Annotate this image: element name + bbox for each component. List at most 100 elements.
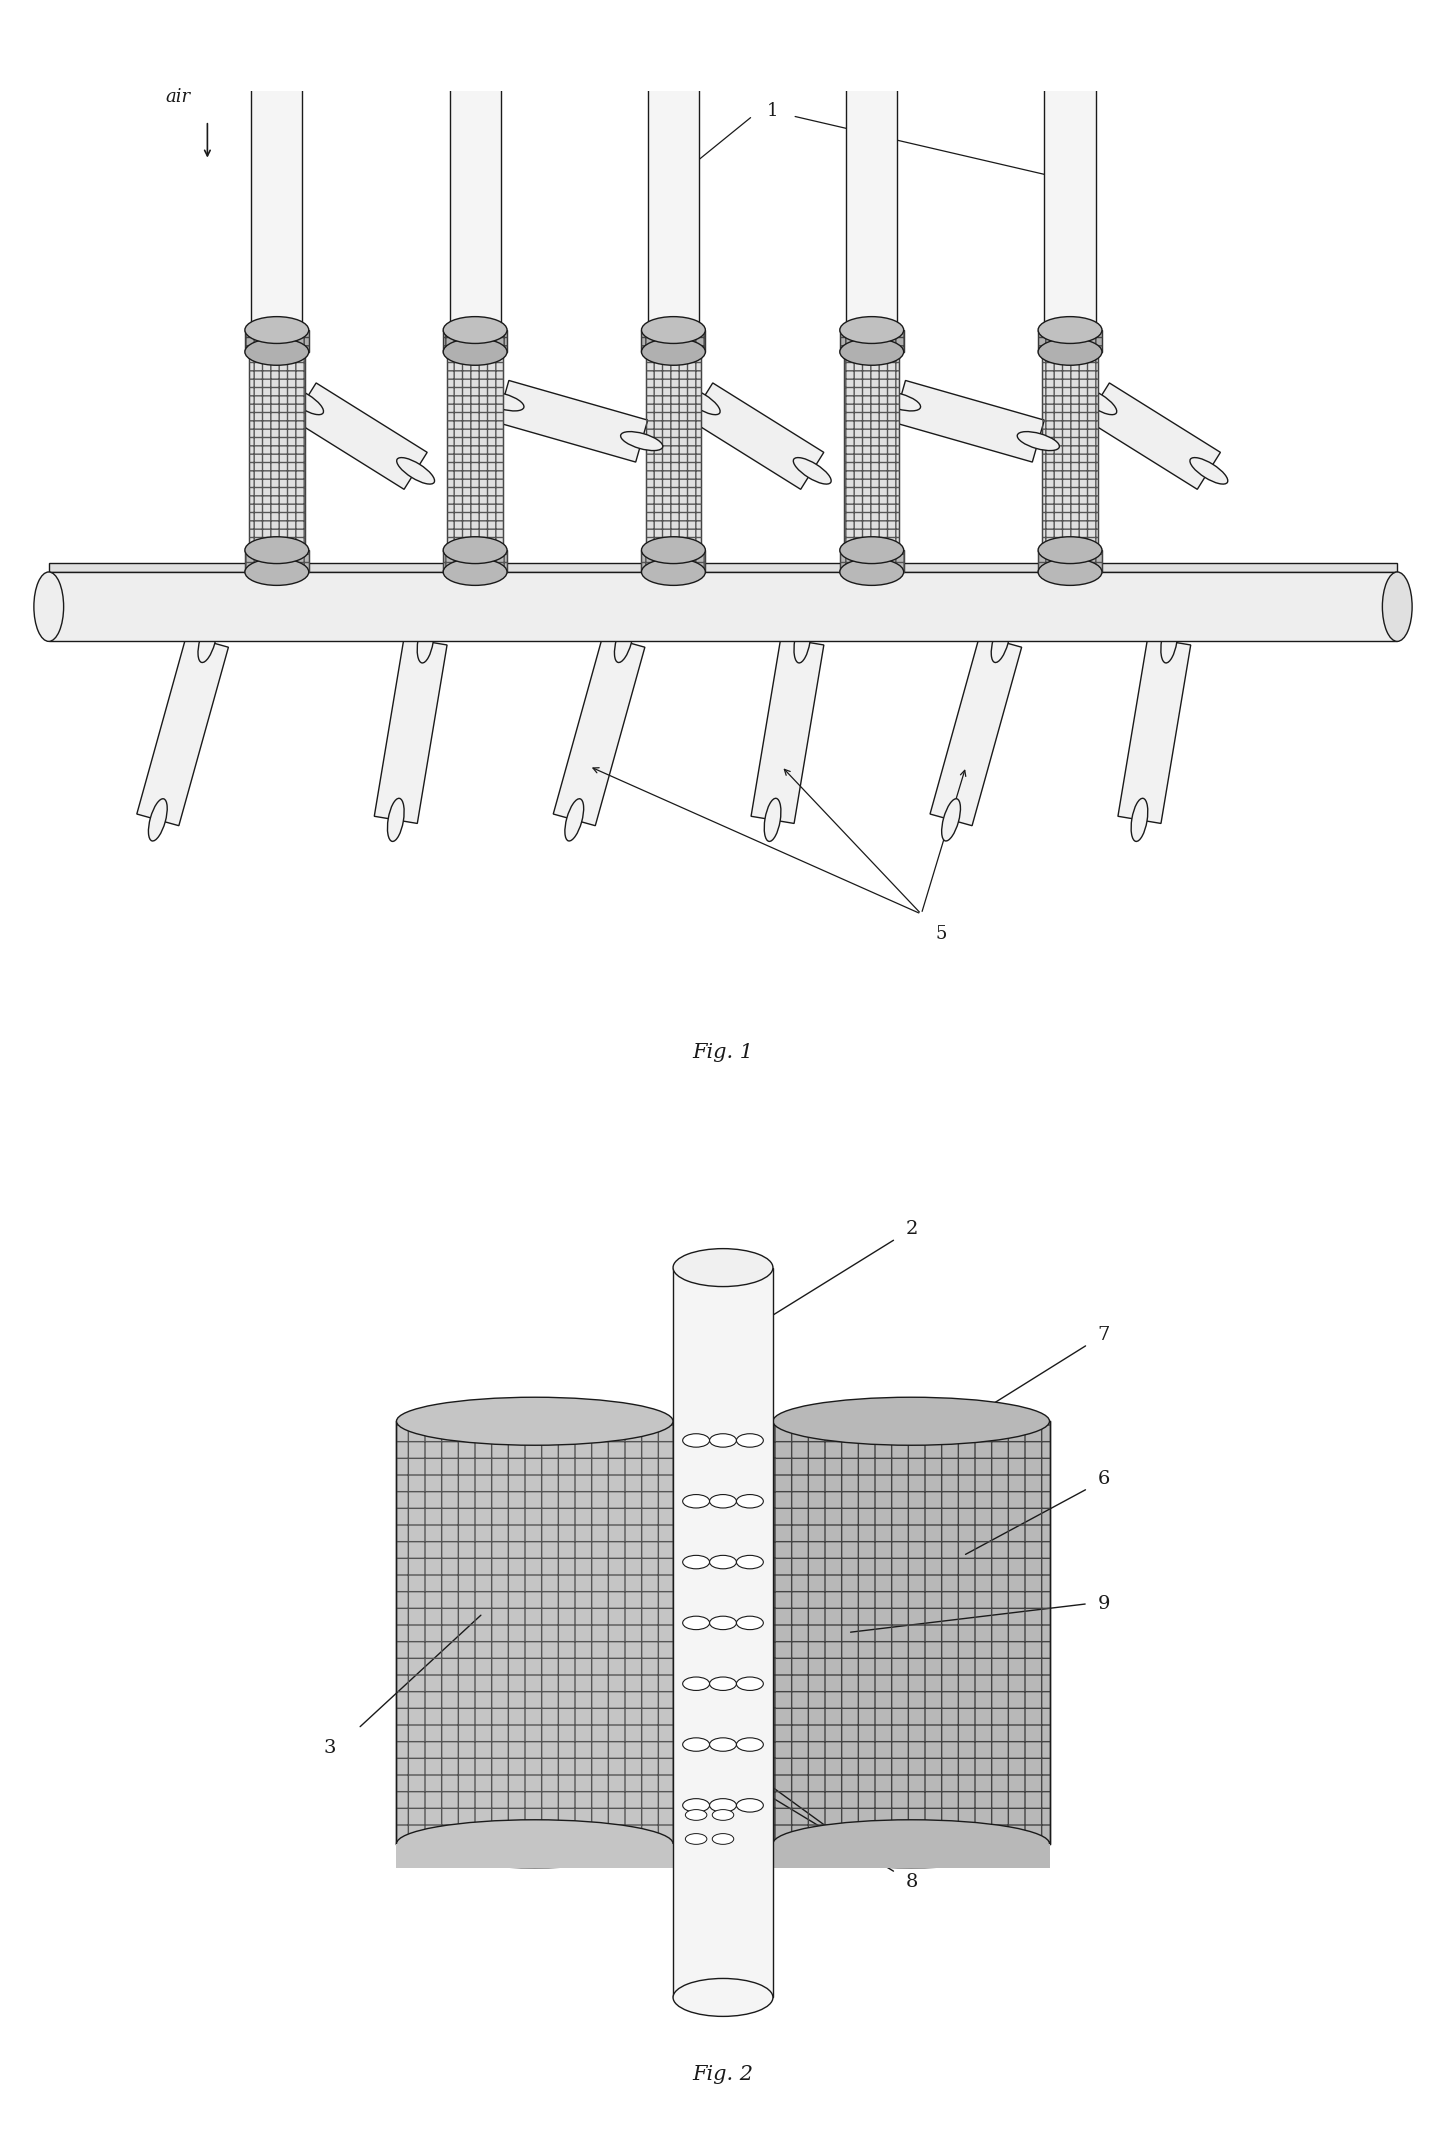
Ellipse shape: [620, 431, 662, 450]
Ellipse shape: [249, 339, 305, 363]
Ellipse shape: [672, 1248, 774, 1287]
Ellipse shape: [685, 1833, 707, 1844]
Ellipse shape: [1038, 339, 1102, 365]
Polygon shape: [774, 1421, 1050, 1844]
Ellipse shape: [1043, 339, 1098, 363]
Polygon shape: [396, 1844, 672, 1867]
Ellipse shape: [1190, 457, 1228, 484]
Ellipse shape: [683, 1556, 710, 1568]
Polygon shape: [252, 53, 302, 331]
Ellipse shape: [198, 621, 217, 662]
Polygon shape: [244, 551, 309, 572]
Ellipse shape: [442, 339, 508, 365]
Polygon shape: [1086, 382, 1220, 489]
Ellipse shape: [1161, 619, 1177, 664]
Polygon shape: [894, 380, 1044, 463]
Ellipse shape: [765, 798, 781, 841]
Polygon shape: [1044, 53, 1096, 331]
Polygon shape: [840, 551, 904, 572]
Polygon shape: [648, 53, 698, 331]
Ellipse shape: [450, 41, 500, 64]
Ellipse shape: [442, 559, 508, 585]
Polygon shape: [442, 551, 508, 572]
Polygon shape: [442, 331, 508, 352]
Ellipse shape: [565, 798, 584, 841]
Polygon shape: [930, 636, 1022, 826]
Ellipse shape: [1038, 538, 1102, 563]
Text: 6: 6: [1098, 1470, 1111, 1487]
Polygon shape: [450, 53, 500, 331]
Polygon shape: [447, 352, 503, 551]
Ellipse shape: [149, 798, 168, 841]
Polygon shape: [646, 352, 701, 551]
Polygon shape: [554, 636, 645, 826]
Polygon shape: [690, 382, 824, 489]
Ellipse shape: [840, 559, 904, 585]
Ellipse shape: [683, 1615, 710, 1630]
Ellipse shape: [736, 1615, 763, 1630]
Ellipse shape: [683, 388, 720, 414]
Text: 9: 9: [1098, 1594, 1111, 1613]
Ellipse shape: [710, 1615, 736, 1630]
Ellipse shape: [710, 1556, 736, 1568]
Ellipse shape: [244, 538, 309, 563]
Ellipse shape: [672, 1978, 774, 2017]
Ellipse shape: [844, 339, 899, 363]
Polygon shape: [672, 1268, 774, 1997]
Ellipse shape: [713, 1810, 733, 1820]
Ellipse shape: [615, 621, 633, 662]
Ellipse shape: [418, 619, 434, 664]
Ellipse shape: [447, 538, 503, 561]
Ellipse shape: [396, 1820, 672, 1867]
Ellipse shape: [683, 1434, 710, 1447]
Ellipse shape: [710, 1799, 736, 1812]
Ellipse shape: [648, 320, 698, 341]
Ellipse shape: [736, 1556, 763, 1568]
Polygon shape: [774, 1844, 1050, 1867]
Ellipse shape: [1017, 431, 1060, 450]
Ellipse shape: [683, 1799, 710, 1812]
Ellipse shape: [713, 1833, 733, 1844]
Ellipse shape: [844, 538, 899, 561]
Ellipse shape: [1131, 798, 1148, 841]
Ellipse shape: [736, 1737, 763, 1752]
Ellipse shape: [646, 339, 701, 363]
Polygon shape: [642, 551, 706, 572]
Polygon shape: [396, 1421, 672, 1844]
Ellipse shape: [710, 1434, 736, 1447]
Ellipse shape: [396, 1398, 672, 1445]
Ellipse shape: [286, 388, 324, 414]
Ellipse shape: [685, 1810, 707, 1820]
Ellipse shape: [1038, 559, 1102, 585]
Ellipse shape: [846, 320, 898, 341]
Ellipse shape: [774, 1398, 1050, 1445]
Polygon shape: [1043, 352, 1098, 551]
Ellipse shape: [840, 538, 904, 563]
Ellipse shape: [33, 572, 64, 642]
Ellipse shape: [244, 339, 309, 365]
Polygon shape: [137, 636, 228, 826]
Polygon shape: [1118, 638, 1190, 824]
Text: Fig. 1: Fig. 1: [693, 1044, 753, 1063]
Polygon shape: [840, 331, 904, 352]
Polygon shape: [294, 382, 427, 489]
Ellipse shape: [736, 1677, 763, 1690]
Ellipse shape: [794, 619, 811, 664]
Ellipse shape: [482, 393, 523, 412]
Polygon shape: [642, 331, 706, 352]
Ellipse shape: [710, 1737, 736, 1752]
Polygon shape: [249, 352, 305, 551]
Polygon shape: [49, 563, 1397, 572]
Ellipse shape: [794, 457, 831, 484]
Text: 5: 5: [936, 924, 947, 943]
Ellipse shape: [683, 1737, 710, 1752]
Ellipse shape: [736, 1799, 763, 1812]
Ellipse shape: [450, 320, 500, 341]
Polygon shape: [750, 638, 824, 824]
Ellipse shape: [642, 339, 706, 365]
Text: 7: 7: [1098, 1325, 1111, 1344]
Polygon shape: [844, 352, 899, 551]
Polygon shape: [846, 53, 898, 331]
Ellipse shape: [244, 316, 309, 344]
Ellipse shape: [774, 1820, 1050, 1867]
